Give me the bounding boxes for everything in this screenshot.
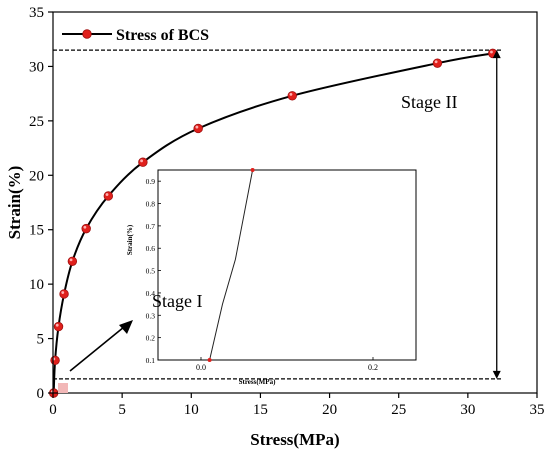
- series-point: [59, 289, 69, 299]
- inset-y-tick-label: 0.8: [146, 200, 156, 209]
- series-point-highlight: [61, 291, 65, 294]
- series-point: [138, 157, 148, 167]
- y-tick-label: 20: [29, 168, 44, 184]
- stage1-pointer-arrow-head: [119, 320, 133, 334]
- series-point-highlight: [83, 225, 87, 229]
- inset-chart: 0.1 0.2 0.3 0.4 0.5 0.6 0.7 0.8 0.9 0.0 0.2 Stress(…: [126, 168, 417, 386]
- stage2-arrow-head-bottom: [492, 370, 501, 379]
- series-point: [432, 58, 443, 68]
- x-tick-label: 25: [391, 402, 406, 418]
- inset-y-tick-label: 0.5: [146, 267, 156, 276]
- legend-marker: [82, 29, 92, 39]
- inset-y-tick-label: 0.4: [146, 289, 156, 298]
- series-point-highlight: [289, 93, 293, 96]
- legend-label: Stress of BCS: [116, 27, 209, 44]
- inset-y-tick-label: 0.3: [146, 311, 156, 320]
- series-point-highlight: [434, 60, 438, 64]
- stage1-label: Stage I: [152, 291, 202, 311]
- inset-x-tick-label: 0.2: [368, 363, 378, 372]
- inset-curve: [209, 169, 254, 361]
- x-tick-label: 35: [530, 402, 545, 418]
- main-axes: 0 5 10 15 20 25 30 3505101520253035Stress(MPa)S…: [5, 5, 545, 449]
- x-tick-label: 15: [253, 402, 268, 418]
- main-series: [48, 48, 498, 398]
- stage2-arrow-head-top: [492, 50, 501, 59]
- series-point: [67, 256, 78, 266]
- series-point-highlight: [490, 50, 493, 54]
- series-point-highlight: [55, 323, 59, 327]
- inset-end-marker: [250, 168, 255, 172]
- y-tick-label: 0: [37, 386, 45, 402]
- inset-frame: [157, 169, 417, 361]
- y-tick-label: 15: [29, 223, 44, 239]
- y-tick-label: 30: [29, 59, 44, 75]
- stage2-label: Stage II: [401, 92, 457, 112]
- annotations: Stage II Stage I: [58, 50, 501, 393]
- inset-y-tick-label: 0.1: [146, 356, 156, 365]
- stage1-pointer-arrow: [69, 326, 125, 372]
- inset-y-tick-label: 0.6: [146, 244, 156, 253]
- y-tick-label: 35: [29, 5, 44, 21]
- reference-lines: [53, 49, 503, 380]
- y-tick-label: 5: [37, 332, 45, 348]
- y-tick-label: 25: [29, 114, 44, 130]
- x-tick-label: 5: [118, 402, 126, 418]
- series-point: [193, 123, 203, 134]
- stage1-highlight-box: [58, 383, 68, 393]
- series-point-highlight: [105, 193, 109, 196]
- y-tick-label: 10: [29, 277, 44, 293]
- y-axis-title: Strain(%): [5, 166, 24, 240]
- x-tick-label: 20: [322, 402, 337, 418]
- inset-y-tick-label: 0.9: [146, 177, 156, 186]
- series-point-highlight: [195, 125, 199, 129]
- x-tick-label: 30: [460, 402, 475, 418]
- series-point: [103, 191, 114, 201]
- inset-start-marker: [207, 358, 212, 362]
- series-point-highlight: [140, 159, 143, 163]
- inset-x-tick-label: 0.0: [196, 363, 206, 372]
- inset-y-tick-label: 0.7: [146, 222, 156, 231]
- inset-y-tick-label: 0.2: [146, 334, 156, 343]
- plot-frame: [52, 11, 538, 394]
- x-axis-title: Stress(MPa): [250, 430, 339, 449]
- x-tick-label: 0: [49, 402, 57, 418]
- series-point: [53, 321, 64, 332]
- series-point: [50, 355, 60, 366]
- series-point: [287, 91, 297, 101]
- series-point-highlight: [69, 258, 73, 262]
- legend: Stress of BCS: [62, 27, 209, 44]
- series-point: [81, 223, 91, 234]
- inset-x-axis-title: Stress(MPa): [239, 378, 276, 386]
- inset-y-axis-title: Strain(%): [126, 224, 134, 255]
- x-tick-label: 10: [184, 402, 199, 418]
